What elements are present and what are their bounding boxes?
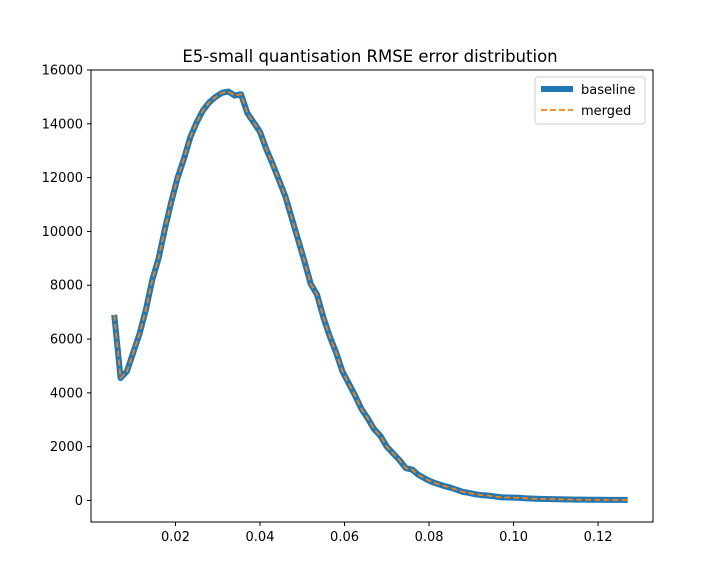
- y-tick-label: 12000: [42, 171, 83, 186]
- y-axis-ticks: 0 2000 4000 6000 8000 10000 12000 14000 16000: [42, 64, 91, 509]
- x-axis-ticks: 0.02 0.04 0.06 0.08 0.10 0.12: [161, 522, 613, 545]
- legend-label-merged: merged: [581, 104, 631, 119]
- plot-area-frame: [90, 69, 654, 523]
- y-tick-label: 2000: [50, 440, 83, 455]
- y-tick-label: 8000: [50, 279, 83, 294]
- x-tick-label: 0.06: [330, 530, 359, 545]
- chart-title: E5-small quantisation RMSE error distrib…: [182, 47, 557, 66]
- y-tick-label: 14000: [42, 117, 83, 132]
- legend-label-baseline: baseline: [581, 83, 635, 98]
- series-line-merged: [113, 90, 628, 501]
- y-tick-label: 4000: [50, 386, 83, 401]
- series-layer: [111, 88, 628, 503]
- x-tick-label: 0.04: [246, 530, 275, 545]
- y-tick-label: 6000: [50, 333, 83, 348]
- y-tick-label: 10000: [42, 225, 83, 240]
- x-tick-label: 0.02: [161, 530, 190, 545]
- x-tick-label: 0.12: [584, 530, 613, 545]
- x-tick-label: 0.10: [499, 530, 528, 545]
- y-tick-label: 0: [75, 494, 83, 509]
- x-tick-label: 0.08: [415, 530, 444, 545]
- legend: baseline merged: [534, 76, 646, 125]
- y-tick-label: 16000: [42, 64, 83, 79]
